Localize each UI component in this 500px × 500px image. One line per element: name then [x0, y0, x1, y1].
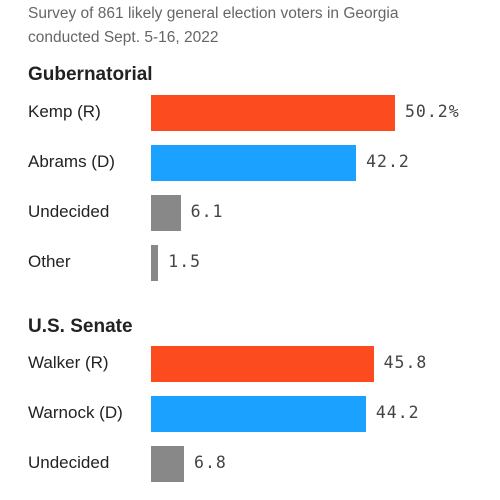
u-s-senate-warnock-d-bar [151, 396, 366, 432]
gubernatorial-abrams-d-bar [151, 145, 357, 181]
u-s-senate-undecided-bar [151, 446, 185, 482]
gubernatorial-other-bar [151, 245, 159, 281]
gubernatorial-undecided-label: Undecided [28, 202, 110, 221]
gubernatorial-kemp-r-label: Kemp (R) [28, 102, 101, 121]
gubernatorial-abrams-d-label: Abrams (D) [28, 152, 115, 171]
gubernatorial-kemp-r-value-label: 50.2% [405, 102, 460, 121]
chart-subtitle: Survey of 861 likely general election vo… [28, 2, 488, 50]
u-s-senate-section-title: U.S. Senate [28, 316, 133, 337]
gubernatorial-undecided-value-label: 6.1 [190, 202, 224, 221]
u-s-senate-walker-r-bar [151, 346, 374, 382]
subtitle-line-1: Survey of 861 likely general election vo… [28, 5, 399, 22]
gubernatorial-kemp-r-bar [151, 95, 395, 131]
u-s-senate-warnock-d-value-label: 44.2 [375, 403, 420, 422]
u-s-senate-undecided-label: Undecided [28, 453, 110, 472]
subtitle-line-2: conducted Sept. 5-16, 2022 [28, 29, 219, 46]
u-s-senate-walker-r-value-label: 45.8 [383, 353, 428, 372]
gubernatorial-other-value-label: 1.5 [168, 252, 202, 271]
gubernatorial-other-label: Other [28, 252, 71, 271]
gubernatorial-abrams-d-value-label: 42.2 [366, 152, 410, 171]
u-s-senate-walker-r-label: Walker (R) [28, 353, 109, 372]
u-s-senate-warnock-d-label: Warnock (D) [28, 403, 123, 422]
gubernatorial-undecided-bar [151, 195, 181, 231]
u-s-senate-undecided-value-label: 6.8 [194, 453, 227, 472]
gubernatorial-section-title: Gubernatorial [28, 64, 153, 85]
